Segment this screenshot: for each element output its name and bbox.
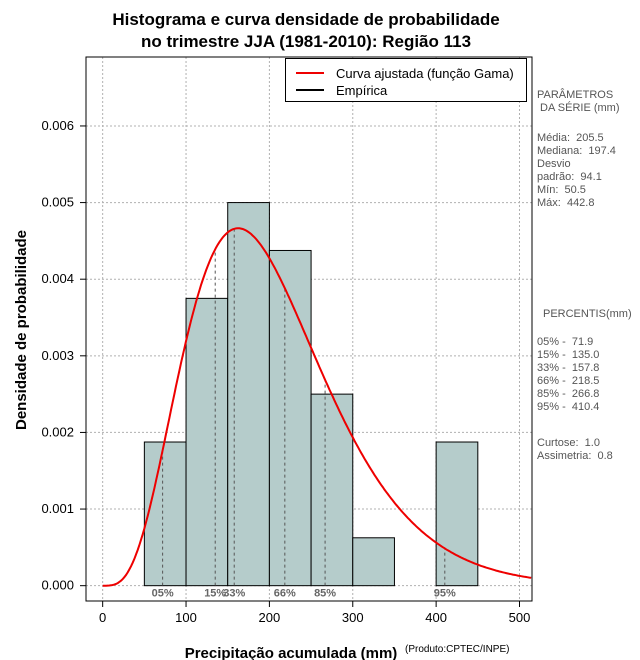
gamma-fit-curve <box>102 227 532 587</box>
params-values: Média: 205.5 Mediana: 197.4 Desvio padrã… <box>537 132 616 209</box>
y-axis-label: Densidade de probabilidade <box>13 230 30 430</box>
percentile-label: 15% <box>204 588 226 600</box>
product-credit: (Produto:CPTEC/INPE) <box>405 644 509 655</box>
plot-frame <box>85 56 533 602</box>
histogram-bar <box>185 297 229 587</box>
shape-stats: Curtose: 1.0 Assimetria: 0.8 <box>537 437 613 462</box>
histogram-bar <box>143 441 187 587</box>
x-axis-label: Precipitação acumulada (mm) <box>185 645 398 660</box>
percentile-labels: 05% 15%33% 66% 85% 95% <box>152 588 456 600</box>
percentile-label: 95% <box>434 588 456 600</box>
params-heading: PARÂMETROS DA SÉRIE (mm) <box>537 89 620 114</box>
y-tick-label: 0.003 <box>41 348 74 363</box>
histogram-bar <box>268 249 312 587</box>
x-tick-label: 0 <box>99 610 106 625</box>
histogram-bar <box>352 537 395 587</box>
y-tick-label: 0.004 <box>41 271 74 286</box>
y-tick-label: 0.002 <box>41 424 74 439</box>
legend-label-fit: Curva ajustada (função Gama) <box>336 65 514 81</box>
y-tick-label: 0.001 <box>41 501 74 516</box>
legend-entry-empirical: Empírica <box>286 81 387 99</box>
chart-title-line-1: Histograma e curva densidade de probabil… <box>112 10 499 29</box>
percentile-label: 85% <box>314 588 336 600</box>
x-tick-label: 200 <box>259 610 281 625</box>
x-tick-label: 400 <box>425 610 447 625</box>
y-tick-label: 0.006 <box>41 118 74 133</box>
percentis-heading: PERCENTIS(mm) <box>543 308 632 320</box>
histogram-bar <box>435 441 479 587</box>
histogram-bars <box>143 202 479 587</box>
percentile-label: 05% <box>152 588 174 600</box>
legend-swatch-fit <box>296 72 324 74</box>
x-tick-label: 300 <box>342 610 364 625</box>
y-tick-label: 0.005 <box>41 195 74 210</box>
legend: Curva ajustada (função Gama) Empírica <box>285 58 527 102</box>
percentile-lines <box>162 228 446 586</box>
y-axis: 0.000 0.001 0.002 0.003 0.004 0.005 0.006 <box>41 118 86 593</box>
y-tick-label: 0.000 <box>41 578 74 593</box>
legend-swatch-empirical <box>296 89 324 91</box>
x-tick-label: 500 <box>509 610 531 625</box>
x-axis: 0 100 200 300 400 500 <box>99 601 530 625</box>
percentile-label: 33% <box>223 588 245 600</box>
legend-entry-fit: Curva ajustada (função Gama) <box>286 64 514 82</box>
percentile-label: 66% <box>274 588 296 600</box>
x-tick-label: 100 <box>175 610 197 625</box>
chart-title-line-2: no trimestre JJA (1981-2010): Região 113 <box>141 32 471 51</box>
histogram-bar <box>310 393 354 587</box>
legend-label-empirical: Empírica <box>336 82 388 98</box>
percentis-values: 05% - 71.9 15% - 135.0 33% - 157.8 66% -… <box>537 336 600 413</box>
